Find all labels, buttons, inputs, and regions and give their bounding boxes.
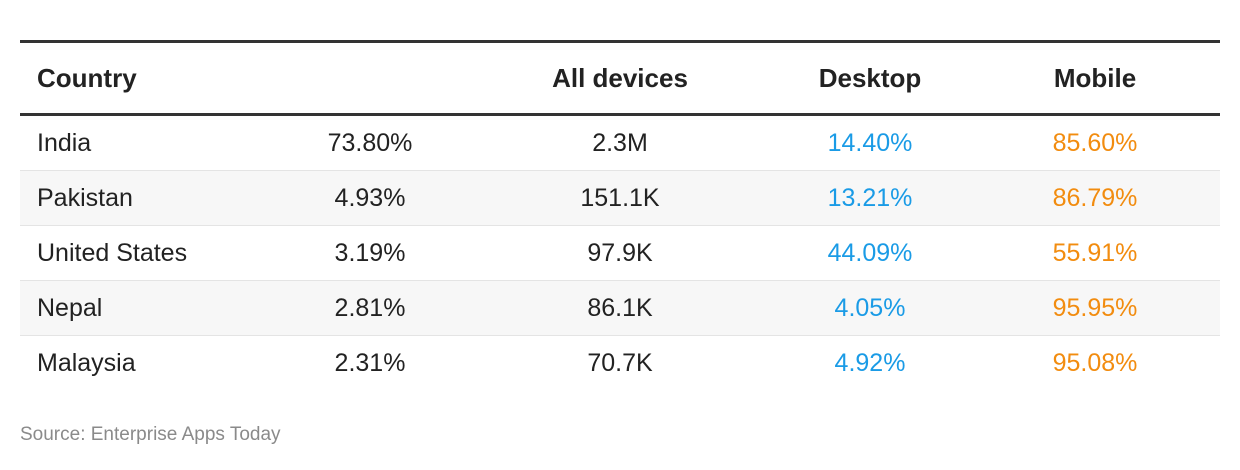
country-cell: United States [37,238,188,267]
top-rule [20,40,1220,43]
mobile-cell: 95.08% [1052,348,1138,377]
table-row: United States 3.19% 97.9K 44.09% 55.91% [20,225,1220,280]
country-cell: Malaysia [37,348,136,377]
desktop-cell: 14.40% [827,128,913,157]
all-devices-cell: 86.1K [587,293,653,322]
column-header-all-devices: All devices [552,62,688,93]
country-cell: India [37,128,92,157]
data-table: Country All devices Desktop Mobile India… [20,40,1220,390]
share-cell: 73.80% [327,128,413,157]
source-note: Source: Enterprise Apps Today [20,424,281,445]
table-row: Nepal 2.81% 86.1K 4.05% 95.95% [20,280,1220,335]
column-header-country: Country [37,62,137,93]
column-header-mobile: Mobile [1053,62,1137,93]
all-devices-cell: 97.9K [587,238,653,267]
desktop-cell: 4.92% [834,348,906,377]
mobile-cell: 85.60% [1052,128,1138,157]
desktop-cell: 4.05% [834,293,906,322]
all-devices-cell: 70.7K [587,348,653,377]
share-cell: 2.31% [334,348,406,377]
table-row: Pakistan 4.93% 151.1K 13.21% 86.79% [20,170,1220,225]
desktop-cell: 13.21% [827,183,913,212]
country-cell: Pakistan [37,183,133,212]
country-cell: Nepal [37,293,103,322]
all-devices-cell: 2.3M [592,128,648,157]
all-devices-cell: 151.1K [580,183,660,212]
table-row: India 73.80% 2.3M 14.40% 85.60% [20,116,1220,170]
mobile-cell: 55.91% [1052,238,1138,267]
header-row: Country All devices Desktop Mobile [20,43,1220,116]
mobile-cell: 95.95% [1052,293,1138,322]
share-cell: 2.81% [334,293,406,322]
share-cell: 4.93% [334,183,406,212]
column-header-desktop: Desktop [818,62,922,93]
table-row: Malaysia 2.31% 70.7K 4.92% 95.08% [20,335,1220,390]
mobile-cell: 86.79% [1052,183,1138,212]
desktop-cell: 44.09% [827,238,913,267]
share-cell: 3.19% [334,238,406,267]
